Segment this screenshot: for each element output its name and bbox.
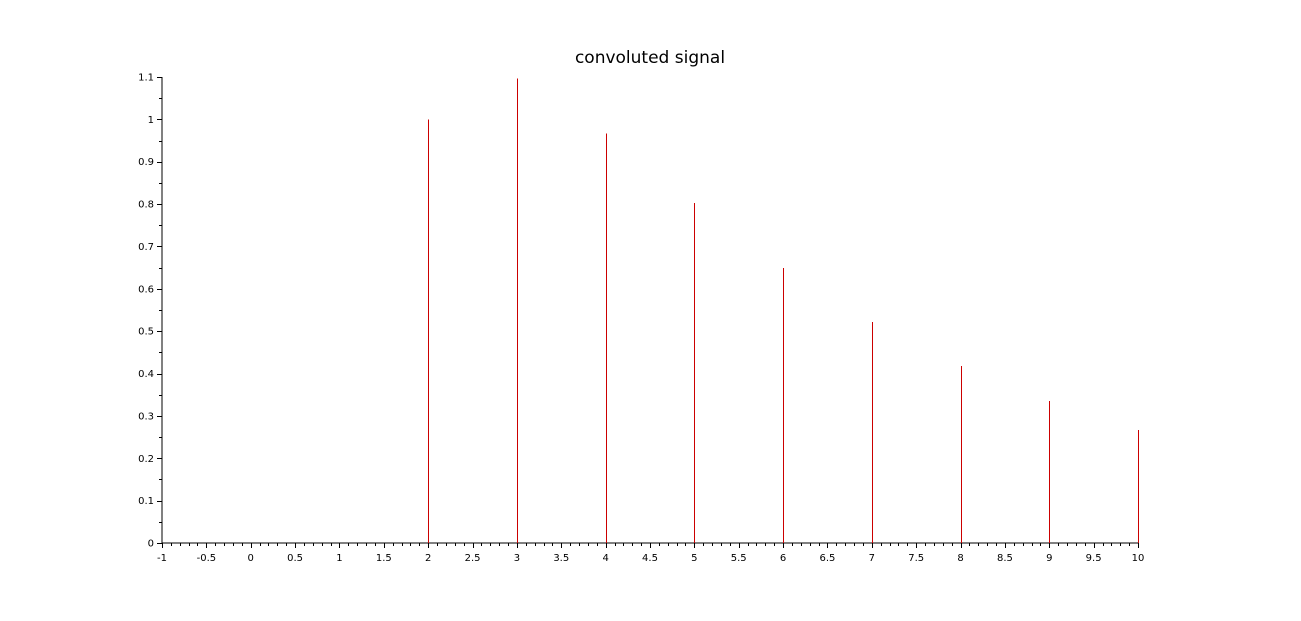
- y-tick-label: 0.8: [138, 200, 154, 211]
- x-tick-label: 7: [869, 553, 875, 564]
- x-tick-label: 2: [425, 553, 431, 564]
- y-tick-label: 0.4: [138, 369, 154, 380]
- tick-group: -1 -0.5 0 0.5 1 1.5 2 2.5 3 3.5 4 4.5 5 5.5 6 6.5 7 7.5 8 8…: [138, 73, 1144, 565]
- x-tick-label: 3: [514, 553, 520, 564]
- y-tick-label: 0.6: [138, 284, 154, 295]
- y-tick-label: 1.1: [138, 73, 154, 84]
- x-tick-label: 9: [1046, 553, 1052, 564]
- x-tick-label: 1.5: [376, 553, 392, 564]
- x-tick-label: 0.5: [287, 553, 303, 564]
- x-tick-label: 0: [248, 553, 254, 564]
- x-tick-label: 7.5: [908, 553, 924, 564]
- x-tick-label: -1: [157, 553, 167, 564]
- y-tick-label: 0.5: [138, 327, 154, 338]
- y-tick-label: 1: [148, 115, 154, 126]
- stem-series: [428, 78, 1139, 543]
- y-tick-label: 0.9: [138, 157, 154, 168]
- y-tick-label: 0.2: [138, 454, 154, 465]
- x-tick-label: -0.5: [197, 553, 217, 564]
- x-tick-label: 8.5: [997, 553, 1013, 564]
- y-tick-label: 0.7: [138, 242, 154, 253]
- x-tick-label: 3.5: [553, 553, 569, 564]
- y-tick-label: 0: [148, 539, 154, 550]
- y-tick-label: 0.3: [138, 411, 154, 422]
- x-tick-label: 6: [780, 553, 786, 564]
- x-tick-label: 2.5: [465, 553, 481, 564]
- x-tick-label: 5.5: [731, 553, 747, 564]
- x-tick-label: 1: [336, 553, 342, 564]
- x-tick-label: 4: [602, 553, 608, 564]
- x-tick-label: 8: [957, 553, 963, 564]
- x-tick-label: 10: [1132, 553, 1145, 564]
- chart-title: convoluted signal: [575, 48, 725, 68]
- x-tick-label: 9.5: [1086, 553, 1102, 564]
- y-tick-label: 0.1: [138, 496, 154, 507]
- x-tick-label: 4.5: [642, 553, 658, 564]
- x-tick-label: 6.5: [820, 553, 836, 564]
- x-tick-label: 5: [691, 553, 697, 564]
